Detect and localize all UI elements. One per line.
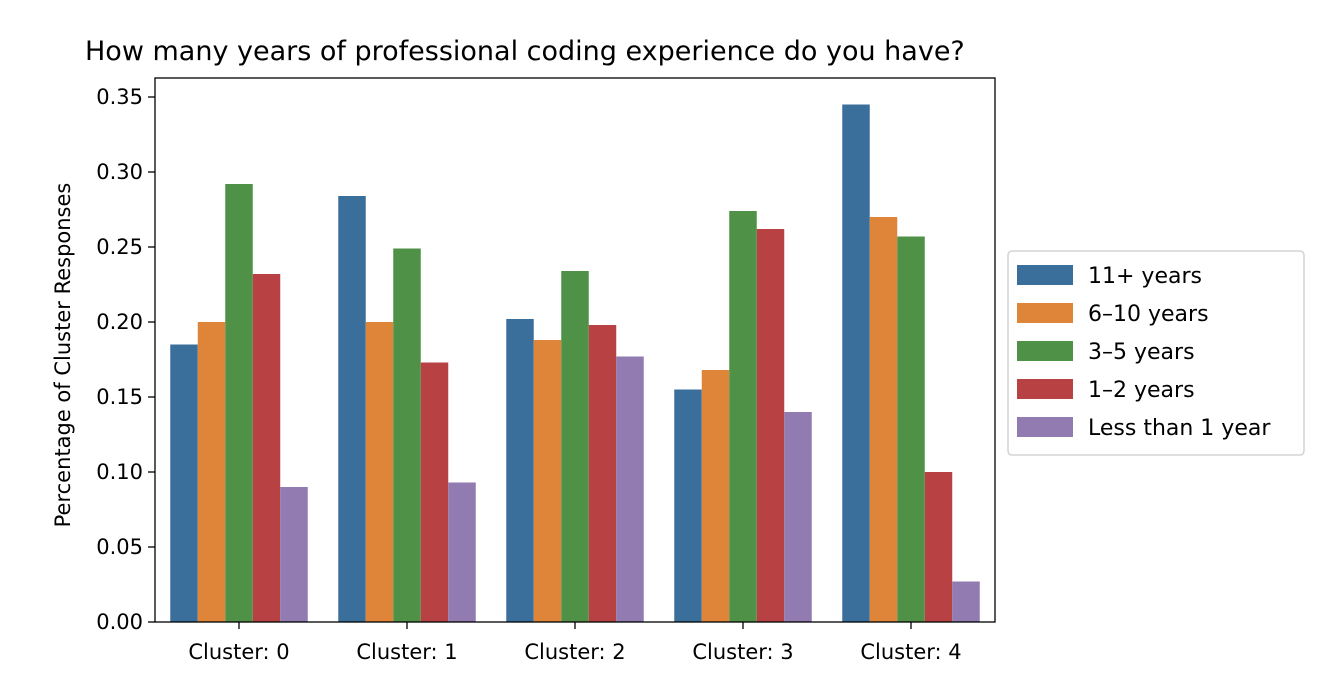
bar-less-than-1-year-cluster-1 <box>448 482 476 622</box>
bar-11-years-cluster-1 <box>338 196 366 622</box>
bar-6-10-years-cluster-0 <box>197 322 226 622</box>
y-tick-label: 0.00 <box>96 610 143 634</box>
legend-swatch <box>1017 303 1073 323</box>
bar-1-2-years-cluster-2 <box>588 325 617 622</box>
bars-layer <box>170 104 980 622</box>
chart-title: How many years of professional coding ex… <box>85 36 965 67</box>
plot-frame <box>154 77 996 623</box>
bar-3-5-years-cluster-4 <box>897 236 925 622</box>
bar-3-5-years-cluster-1 <box>393 248 421 622</box>
x-ticks-layer: Cluster: 0 Cluster: 1 Cluster: 2 Cluster: 3… <box>188 622 962 664</box>
x-tick-label: Cluster: 3 <box>692 640 793 664</box>
legend-label: 11+ years <box>1088 264 1202 289</box>
legend-box <box>1007 250 1305 456</box>
bar-less-than-1-year-cluster-2 <box>616 356 644 622</box>
legend: 11+ years 6–10 years 3–5 years 1–2 years Les… <box>1007 250 1305 456</box>
x-tick-label: Cluster: 1 <box>356 640 457 664</box>
bar-3-5-years-cluster-3 <box>729 211 757 622</box>
bar-11-years-cluster-0 <box>170 344 198 622</box>
bar-11-years-cluster-3 <box>674 389 702 622</box>
y-ticks-layer: 0.00 0.05 0.10 0.15 0.20 0.25 0.30 0.35 <box>96 85 155 634</box>
legend-label: 6–10 years <box>1088 302 1209 327</box>
bar-1-2-years-cluster-1 <box>420 362 449 622</box>
x-tick-label: Cluster: 2 <box>524 640 625 664</box>
y-tick-label: 0.10 <box>96 460 143 484</box>
legend-label: 1–2 years <box>1088 378 1195 403</box>
bar-3-5-years-cluster-0 <box>225 184 253 622</box>
bar-6-10-years-cluster-3 <box>701 370 730 622</box>
legend-swatch <box>1017 265 1073 285</box>
bar-11-years-cluster-4 <box>842 104 870 622</box>
legend-swatch <box>1017 341 1073 361</box>
y-tick-label: 0.15 <box>96 385 143 409</box>
y-tick-label: 0.20 <box>96 310 143 334</box>
x-tick-label: Cluster: 4 <box>860 640 961 664</box>
x-tick-label: Cluster: 0 <box>188 640 289 664</box>
legend-label: Less than 1 year <box>1088 416 1271 441</box>
legend-swatch <box>1017 417 1073 437</box>
bar-1-2-years-cluster-4 <box>924 472 953 622</box>
bar-3-5-years-cluster-2 <box>561 271 589 622</box>
bar-11-years-cluster-2 <box>506 319 534 622</box>
bar-1-2-years-cluster-3 <box>756 229 785 622</box>
bar-less-than-1-year-cluster-3 <box>784 412 812 622</box>
bar-6-10-years-cluster-1 <box>365 322 394 622</box>
bar-6-10-years-cluster-2 <box>533 340 562 622</box>
bar-1-2-years-cluster-0 <box>252 274 281 622</box>
bar-6-10-years-cluster-4 <box>869 217 898 622</box>
legend-label: 3–5 years <box>1088 340 1195 365</box>
y-tick-label: 0.35 <box>96 85 143 109</box>
y-axis-label: Percentage of Cluster Responses <box>51 183 75 528</box>
y-tick-label: 0.25 <box>96 235 143 259</box>
bar-less-than-1-year-cluster-4 <box>952 581 980 622</box>
bar-less-than-1-year-cluster-0 <box>280 487 308 622</box>
y-tick-label: 0.30 <box>96 160 143 184</box>
legend-swatch <box>1017 379 1073 399</box>
y-tick-label: 0.05 <box>96 535 143 559</box>
